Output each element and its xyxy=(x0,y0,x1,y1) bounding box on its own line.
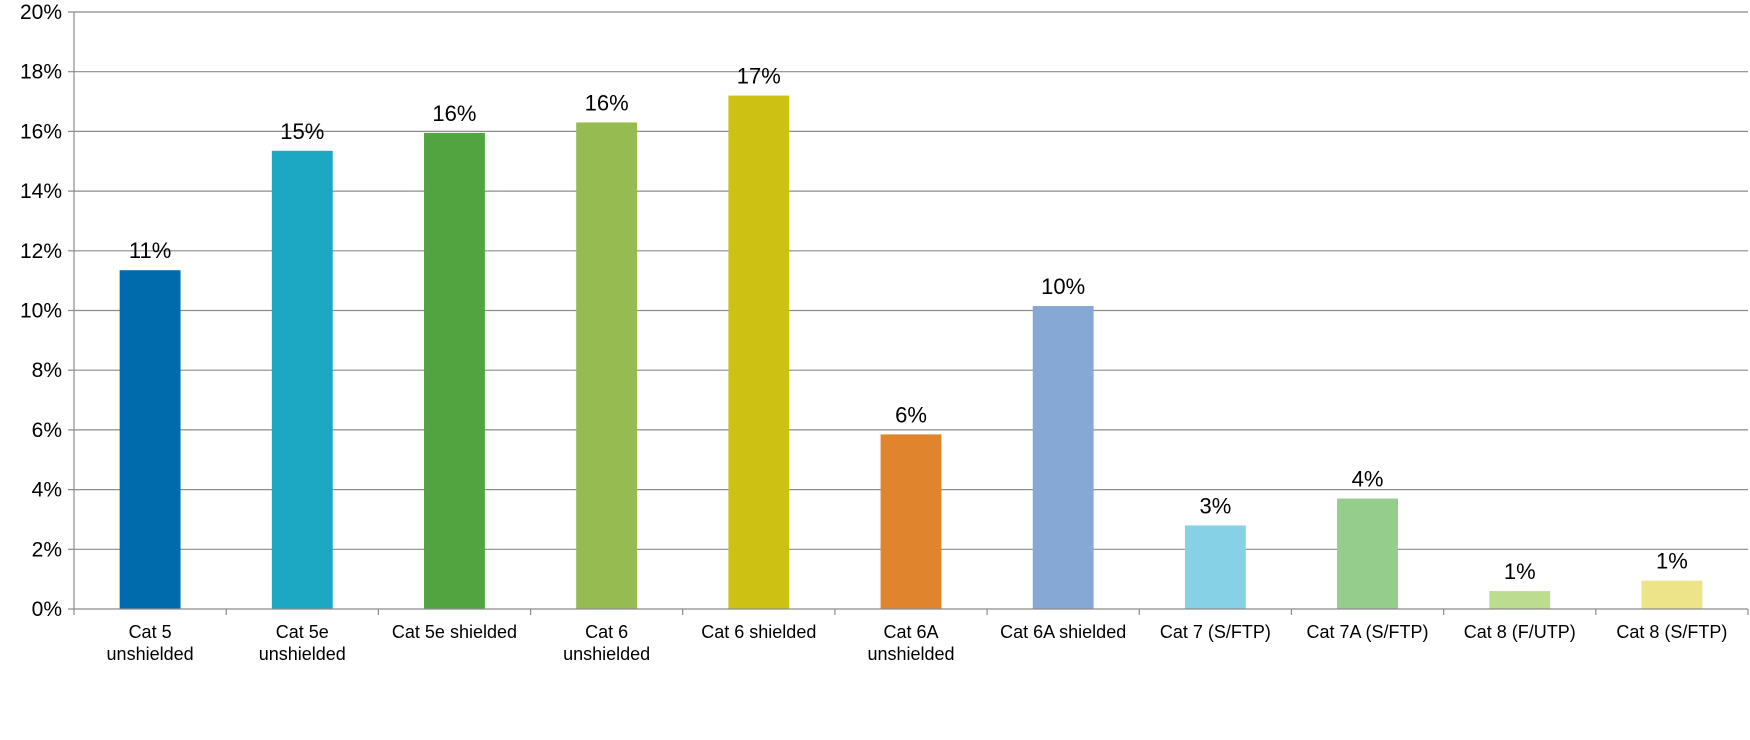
data-label: 16% xyxy=(585,90,629,115)
bar xyxy=(424,132,485,609)
data-label: 17% xyxy=(737,64,781,89)
y-tick-label: 0% xyxy=(32,598,62,621)
data-label: 4% xyxy=(1352,467,1384,492)
y-tick-label: 20% xyxy=(20,1,62,24)
y-axis-tick-labels: 0% 2% 4% 6% 8% 10% 12% 14% 16% 18% 20% xyxy=(20,1,62,621)
bar xyxy=(576,122,638,609)
bars xyxy=(119,95,1703,610)
data-label: 1% xyxy=(1504,559,1536,584)
x-category-label: Cat 6 shielded xyxy=(701,622,816,642)
y-tick-label: 14% xyxy=(20,180,62,203)
bar xyxy=(119,270,181,609)
x-category-label: Cat 7 (S/FTP) xyxy=(1160,622,1271,642)
data-label: 3% xyxy=(1199,493,1231,518)
bar xyxy=(271,150,333,610)
data-label: 15% xyxy=(280,119,324,144)
data-labels: 11% 15% 16% 16% 17% 6% 10% 3% 4% 1% 1% xyxy=(129,64,1688,585)
x-category-label: Cat 8 (F/UTP) xyxy=(1464,622,1576,642)
x-category-label: Cat 8 (S/FTP) xyxy=(1616,622,1727,642)
bar xyxy=(1184,525,1246,609)
bar xyxy=(1489,591,1551,609)
y-tick-label: 2% xyxy=(32,538,62,561)
data-label: 6% xyxy=(895,402,927,427)
data-label: 16% xyxy=(432,101,476,126)
bar xyxy=(1337,498,1398,609)
y-tick-label: 12% xyxy=(20,240,62,263)
x-category-label: unshielded xyxy=(867,644,954,664)
x-category-label: Cat 5e xyxy=(276,622,329,642)
y-tick-label: 10% xyxy=(20,300,62,323)
x-category-label: Cat 6A shielded xyxy=(1000,622,1126,642)
x-category-label: Cat 6A xyxy=(883,622,938,642)
y-tick-label: 4% xyxy=(32,479,62,502)
x-category-label: unshielded xyxy=(259,644,346,664)
x-category-label: Cat 7A (S/FTP) xyxy=(1307,622,1429,642)
y-tick-label: 8% xyxy=(32,359,62,382)
bar xyxy=(1641,580,1703,609)
bar xyxy=(1032,306,1094,609)
data-label: 11% xyxy=(129,238,171,263)
y-tick-label: 6% xyxy=(32,419,62,442)
data-label: 10% xyxy=(1041,274,1085,299)
bar xyxy=(880,434,942,609)
x-category-label: unshielded xyxy=(563,644,650,664)
x-category-label: unshielded xyxy=(107,644,194,664)
y-tick-label: 16% xyxy=(20,120,62,143)
bar xyxy=(728,95,790,609)
x-category-label: Cat 6 xyxy=(585,622,628,642)
y-tick-label: 18% xyxy=(20,61,62,84)
data-label: 1% xyxy=(1656,549,1688,574)
x-category-label: Cat 5 xyxy=(129,622,172,642)
gridlines xyxy=(68,11,1749,615)
x-category-label: Cat 5e shielded xyxy=(392,622,517,642)
